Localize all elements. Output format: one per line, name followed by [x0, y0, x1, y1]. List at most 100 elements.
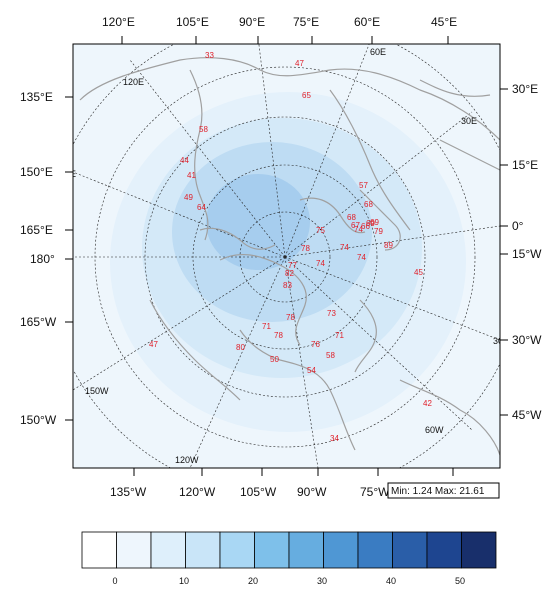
inner-label: 120W	[175, 455, 199, 465]
station-value: 58	[199, 125, 208, 134]
colorbar-label: 40	[386, 576, 396, 586]
top-axis-labels: 120°E 105°E 90°E 75°E 60°E 45°E	[102, 15, 457, 29]
colorbar-labels: 0 10 20 30 40 50	[112, 576, 465, 586]
top-lon-label: 90°E	[239, 15, 265, 29]
inner-label: 150E	[55, 169, 76, 179]
right-label: 15°E	[512, 158, 538, 172]
map-frame	[72, 43, 501, 469]
right-label: 15°W	[512, 247, 542, 261]
station-value: 80	[236, 343, 245, 352]
station-value: 47	[295, 59, 304, 68]
station-value: 50	[270, 355, 279, 364]
station-value: 68	[347, 213, 356, 222]
station-value: 67	[351, 221, 360, 230]
map-panel: 90E 120E 60E 30E 150E 0 180 30W 150W 60W…	[55, 33, 512, 468]
bottom-lon-label: 120°W	[179, 485, 216, 499]
colorbar-swatch	[150, 531, 186, 569]
station-value: 75	[316, 226, 325, 235]
colorbar-label: 0	[112, 576, 117, 586]
right-label: 30°W	[512, 333, 542, 347]
minmax-box: Min: 1.24 Max: 21.61	[387, 482, 500, 499]
right-label: 0°	[512, 219, 524, 233]
station-value: 78	[301, 244, 310, 253]
inner-label: 60W	[425, 425, 444, 435]
bottom-lon-label: 90°W	[297, 485, 327, 499]
meridian-lines	[73, 44, 500, 468]
inner-label: 120E	[123, 77, 144, 87]
station-value: 68	[364, 200, 373, 209]
left-label: 180°	[30, 252, 55, 266]
left-label: 165°E	[20, 223, 53, 237]
right-axis-labels: 30°E 15°E 0° 15°W 30°W 45°W	[512, 82, 542, 422]
station-value: 45	[414, 268, 423, 277]
bottom-lon-label: 135°W	[110, 485, 147, 499]
station-value: 34	[330, 434, 339, 443]
station-value: 89	[384, 241, 393, 250]
station-value: 69	[366, 219, 375, 228]
axis-ticks	[65, 36, 508, 476]
inner-label: 0	[505, 223, 510, 233]
left-label: 135°E	[20, 90, 53, 104]
inner-label: 60E	[370, 47, 386, 57]
top-lon-label: 120°E	[102, 15, 135, 29]
colorbar-swatch	[426, 531, 462, 569]
minmax-frame	[387, 482, 500, 499]
station-value: 71	[335, 331, 344, 340]
colorbar-swatch	[288, 531, 324, 569]
station-value: 49	[184, 193, 193, 202]
colorbar-swatch	[185, 531, 221, 569]
coastlines	[79, 57, 500, 456]
station-value: 83	[283, 281, 292, 290]
colorbar-label: 10	[179, 576, 189, 586]
left-label: 150°W	[20, 413, 57, 427]
top-lon-label: 75°E	[293, 15, 319, 29]
station-value: 71	[262, 322, 271, 331]
inner-label: 30E	[461, 116, 477, 126]
colorbar-swatch	[392, 531, 428, 569]
station-value: 65	[302, 91, 311, 100]
station-value: 64	[197, 203, 206, 212]
station-value: 57	[359, 181, 368, 190]
colorbar-swatch	[219, 531, 255, 569]
station-value: 41	[187, 171, 196, 180]
station-value: 73	[327, 309, 336, 318]
colorbar-swatch	[81, 531, 117, 569]
station-value: 76	[311, 340, 320, 349]
left-axis-labels: 135°E 150°E 165°E 180° 165°W 150°W	[20, 90, 57, 427]
station-value: 33	[205, 51, 214, 60]
station-values: 33 47 65 58 44 41 49 64 57 68 68 67 66 6…	[149, 51, 432, 443]
colorbar-swatch	[357, 531, 393, 569]
colorbar-swatch	[116, 531, 152, 569]
station-value: 44	[180, 156, 189, 165]
inner-label: 30W	[493, 336, 512, 346]
colorbar-swatch	[323, 531, 359, 569]
field-level-4	[206, 174, 310, 270]
colorbar-label: 50	[455, 576, 465, 586]
colorbar-swatch	[254, 531, 290, 569]
station-value: 47	[149, 340, 158, 349]
station-value: 58	[326, 351, 335, 360]
colorbar-swatch	[461, 531, 497, 569]
inner-label: 90E	[235, 33, 251, 43]
minmax-text: Min: 1.24 Max: 21.61	[391, 486, 485, 497]
station-value: 79	[374, 227, 383, 236]
top-lon-label: 60°E	[354, 15, 380, 29]
station-value: 78	[286, 313, 295, 322]
right-label: 30°E	[512, 82, 538, 96]
left-label: 165°W	[20, 315, 57, 329]
colorbar-label: 30	[317, 576, 327, 586]
colorbar-label: 20	[248, 576, 258, 586]
station-value: 77	[288, 261, 297, 270]
station-value: 74	[354, 225, 363, 234]
station-value: 82	[285, 269, 294, 278]
station-value: 69	[370, 218, 379, 227]
station-value: 78	[274, 331, 283, 340]
bottom-lon-label: 105°W	[240, 485, 277, 499]
bottom-lon-label: 75°W	[360, 485, 390, 499]
right-label: 45°W	[512, 408, 542, 422]
inner-label: 150W	[85, 386, 109, 396]
colorbar	[81, 531, 497, 569]
station-value: 54	[307, 366, 316, 375]
station-value: 74	[357, 253, 366, 262]
